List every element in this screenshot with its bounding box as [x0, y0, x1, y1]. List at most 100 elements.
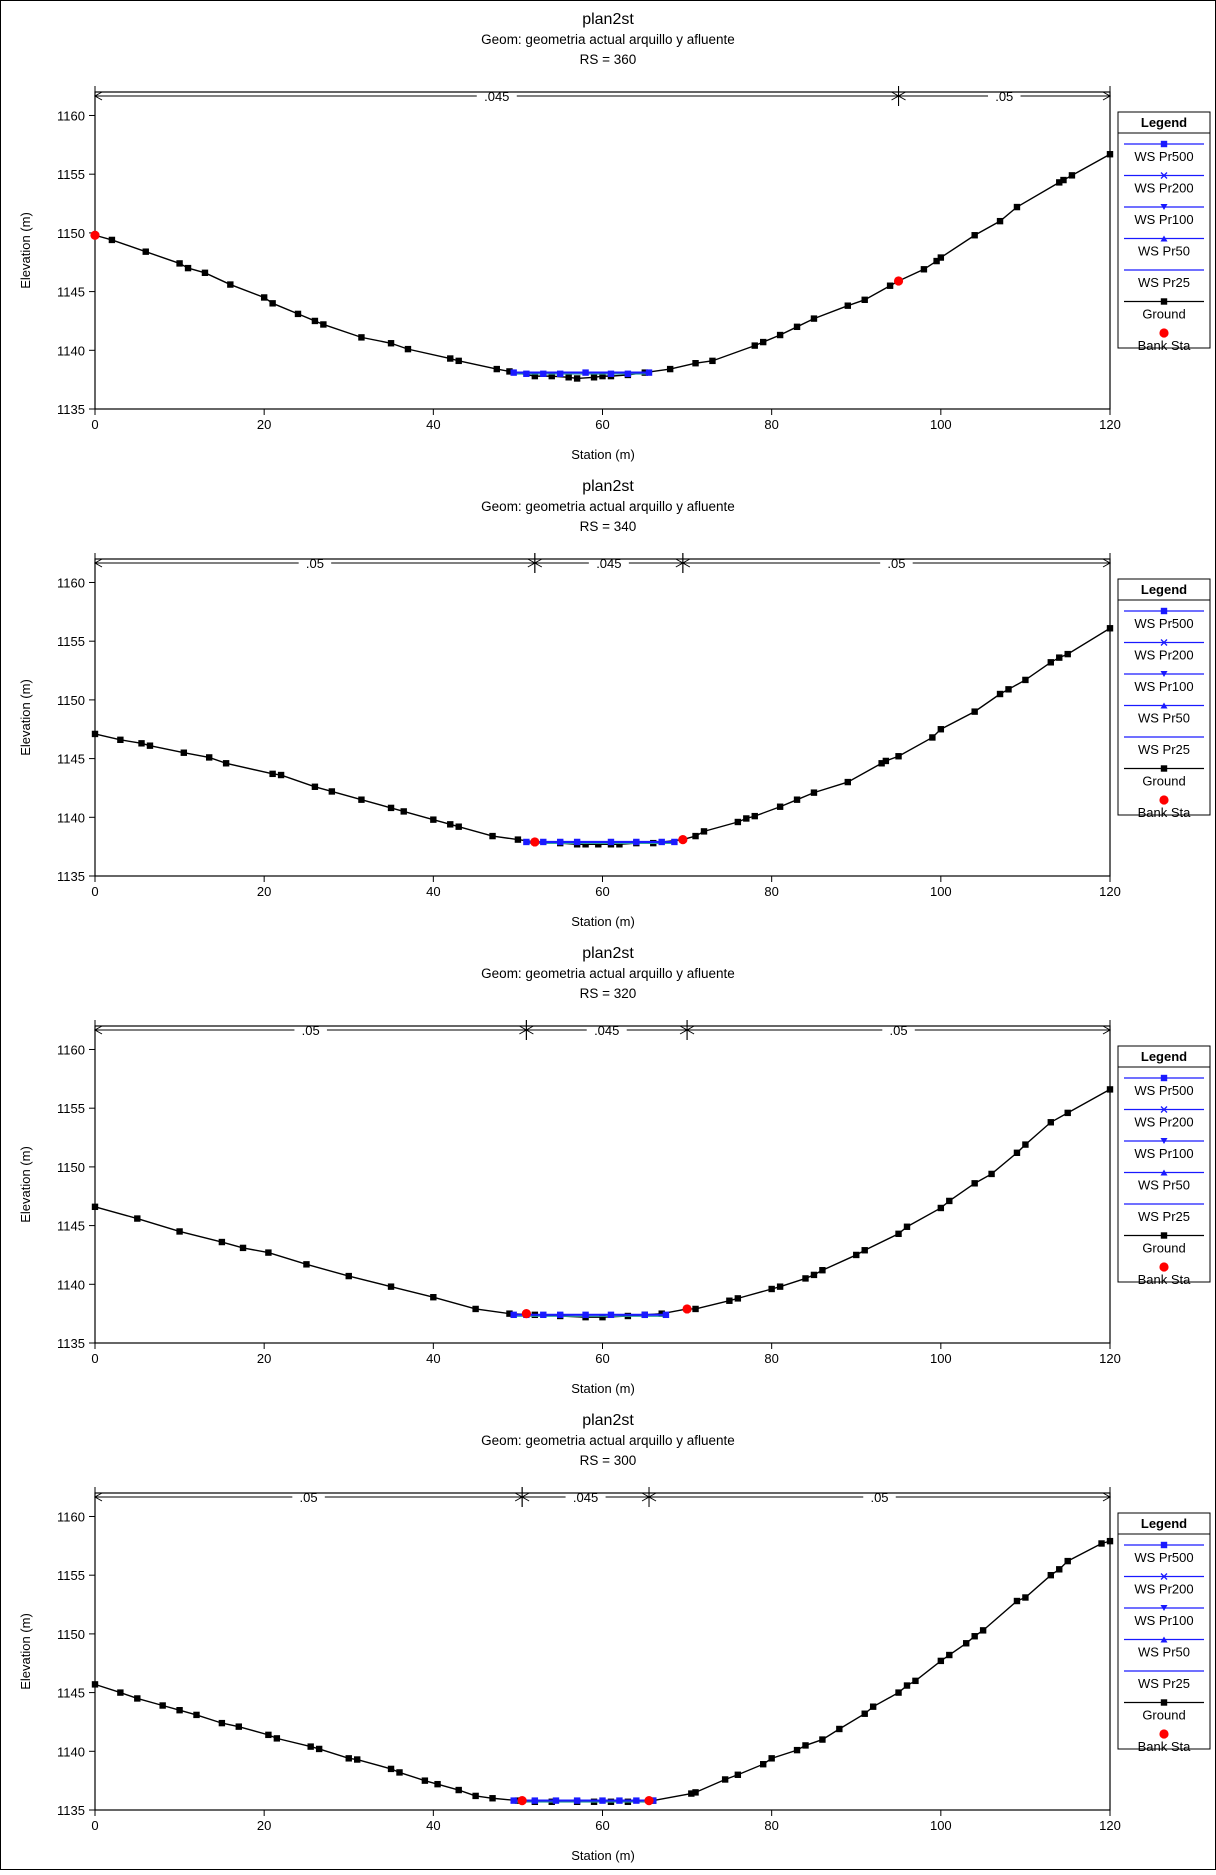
ground-point: [776, 1283, 784, 1290]
x-tick-label: 100: [930, 1351, 952, 1366]
legend-label: WS Pr200: [1134, 1115, 1193, 1130]
n-value-label: .05: [890, 1023, 908, 1038]
ground-point: [273, 1735, 281, 1742]
ws-point: [523, 838, 530, 846]
legend: Legend WS Pr500 WS Pr200 WS Pr100 WS Pr50 WS …: [1117, 111, 1211, 353]
ground-point: [472, 1305, 479, 1313]
ground-point: [616, 841, 623, 848]
ground-point: [599, 372, 606, 380]
bank-station-point: [678, 835, 688, 845]
ground-point: [354, 1756, 361, 1763]
ground-point: [506, 368, 513, 375]
legend-marker: [1160, 1074, 1168, 1082]
legend-marker: [1159, 795, 1169, 805]
ground-point: [734, 818, 742, 826]
ground-point: [265, 1731, 272, 1739]
ground-point: [793, 323, 801, 331]
legend-label: Ground: [1142, 307, 1185, 322]
chart-subtitle: Geom: geometria actual arquillo y afluen…: [481, 1433, 735, 1448]
ground-point: [599, 1313, 606, 1321]
ground-point: [345, 1272, 352, 1280]
ground-point: [743, 815, 750, 822]
legend-label: WS Pr500: [1134, 616, 1193, 631]
ground-point: [134, 1695, 141, 1702]
ws-point: [616, 1797, 623, 1804]
plot-area: [94, 558, 1111, 877]
legend-marker: [1160, 1541, 1168, 1549]
ground-point: [1013, 1149, 1021, 1156]
ground-point: [1056, 1566, 1063, 1573]
ground-point: [946, 1651, 953, 1659]
ground-point: [721, 1776, 729, 1783]
ground-point: [222, 760, 230, 767]
ground-point: [1022, 676, 1029, 684]
ground-point: [971, 232, 978, 239]
river-station-label: RS = 320: [580, 986, 637, 1001]
legend-box: [1117, 1512, 1211, 1750]
y-tick-label: 1150: [57, 1160, 85, 1175]
legend-marker: [1159, 1729, 1169, 1739]
x-tick-label: 60: [595, 1351, 609, 1366]
ws-point: [658, 838, 665, 846]
ws-point: [662, 1311, 670, 1319]
ground-point: [937, 1657, 945, 1665]
ground-point: [117, 1689, 124, 1696]
ground-point: [1013, 203, 1021, 211]
ground-point: [963, 1640, 970, 1647]
x-tick-label: 40: [426, 417, 440, 432]
ground-point: [861, 1247, 868, 1254]
ws-point: [510, 1797, 517, 1804]
ground-point: [493, 365, 500, 373]
ground-point: [903, 1682, 911, 1689]
legend-label: WS Pr50: [1138, 1178, 1190, 1193]
chart-subtitle: Geom: geometria actual arquillo y afluen…: [481, 966, 735, 981]
ground-point: [751, 342, 758, 349]
ground-point: [201, 269, 209, 277]
ground-point: [472, 1792, 479, 1800]
x-tick-label: 20: [257, 1818, 271, 1833]
ground-point: [1064, 1557, 1071, 1565]
legend-label: WS Pr50: [1138, 1645, 1190, 1660]
legend-title: Legend: [1141, 115, 1187, 130]
ground-point: [810, 789, 818, 796]
x-tick-label: 60: [595, 1818, 609, 1833]
ground-point: [320, 321, 327, 328]
legend-marker: [1160, 172, 1168, 179]
y-tick-label: 1150: [57, 1627, 85, 1642]
ground-point: [447, 355, 454, 362]
x-tick-label: 0: [91, 884, 98, 899]
ground-point: [91, 1681, 99, 1688]
x-tick-label: 20: [257, 417, 271, 432]
chart-panel: plan2st Geom: geometria actual arquillo y…: [18, 11, 1211, 462]
ground-point: [430, 816, 437, 823]
legend-box: [1117, 578, 1211, 816]
ground-point: [768, 1285, 775, 1293]
legend-label: WS Pr200: [1134, 1582, 1193, 1597]
ground-point: [117, 736, 124, 744]
bank-station-point: [90, 230, 100, 240]
chart-title: plan2st: [582, 478, 634, 495]
x-tick-label: 80: [764, 417, 778, 432]
ground-point: [180, 749, 188, 756]
ws-point: [582, 369, 589, 376]
y-tick-label: 1135: [57, 402, 85, 417]
ground-point: [726, 1297, 733, 1304]
legend-marker: [1160, 607, 1168, 615]
x-tick-label: 60: [595, 417, 609, 432]
legend-title: Legend: [1141, 1516, 1187, 1531]
ground-point: [277, 771, 285, 779]
legend-marker: [1160, 1232, 1168, 1239]
legend-label: WS Pr25: [1138, 742, 1190, 757]
ground-point: [159, 1702, 166, 1709]
ground-point: [688, 1790, 695, 1797]
chart-title: plan2st: [582, 945, 634, 962]
ground-point: [692, 1789, 699, 1796]
x-tick-label: 0: [91, 1818, 98, 1833]
ground-point: [387, 340, 395, 347]
ground-point: [666, 365, 674, 373]
ground-point: [836, 1725, 843, 1733]
x-tick-label: 80: [764, 884, 778, 899]
ground-point: [709, 357, 716, 365]
n-value-label: .045: [484, 89, 509, 104]
ground-point: [937, 1204, 945, 1212]
